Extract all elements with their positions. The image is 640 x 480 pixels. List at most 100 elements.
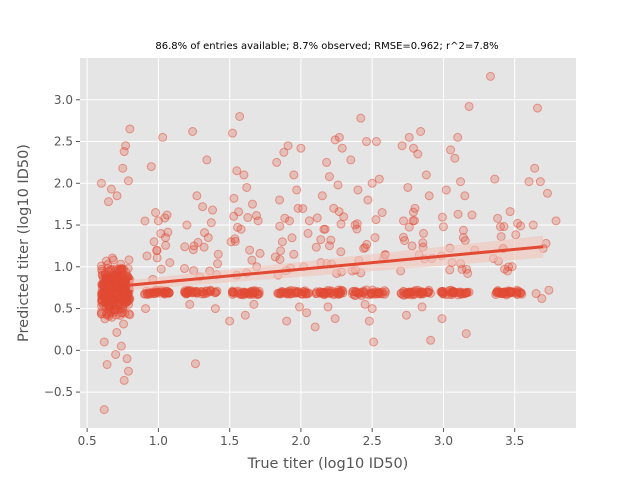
data-point [530, 163, 540, 173]
data-point [149, 237, 159, 247]
data-point [380, 286, 390, 296]
data-point [272, 157, 282, 167]
data-point [278, 287, 288, 297]
data-point [294, 302, 304, 312]
data-point [417, 287, 427, 297]
data-point [162, 288, 172, 298]
data-point [409, 290, 419, 300]
data-point [336, 247, 346, 257]
data-point [535, 177, 545, 187]
data-point [397, 141, 407, 151]
data-point [242, 182, 252, 192]
data-point [119, 264, 129, 274]
data-point [338, 288, 348, 298]
data-point [283, 141, 293, 151]
data-point [245, 245, 255, 255]
data-point [507, 262, 517, 272]
data-point [507, 287, 517, 297]
data-point [516, 221, 526, 231]
data-point [182, 220, 192, 230]
data-point [185, 299, 195, 309]
data-point [369, 337, 379, 347]
data-point [346, 155, 356, 165]
data-point [140, 216, 150, 226]
data-point [277, 237, 287, 247]
data-point [416, 126, 426, 136]
data-point [360, 299, 370, 309]
data-point [441, 185, 451, 195]
data-point [123, 264, 133, 274]
data-point [438, 222, 448, 232]
data-point [239, 170, 249, 180]
x-tick-label: 2.5 [363, 434, 382, 448]
data-point [109, 272, 119, 282]
data-point [312, 213, 322, 223]
data-point [111, 350, 121, 360]
data-point [514, 287, 524, 297]
data-point [446, 285, 456, 295]
data-point [531, 289, 541, 299]
fit-line [129, 245, 544, 287]
data-point [152, 245, 162, 255]
data-point [499, 222, 509, 232]
x-tick-label: 3.0 [434, 434, 453, 448]
data-point [123, 176, 133, 186]
data-point [276, 246, 286, 256]
data-point [163, 227, 173, 237]
data-point [453, 209, 463, 219]
data-point [235, 111, 245, 121]
data-point [302, 308, 312, 318]
data-point [490, 174, 500, 184]
data-point [370, 233, 380, 243]
data-point [551, 216, 561, 226]
data-point [210, 304, 220, 314]
data-point [190, 359, 200, 369]
data-point [251, 211, 261, 221]
data-point [99, 405, 109, 415]
data-point [106, 306, 116, 316]
data-point [211, 287, 221, 297]
data-point [152, 253, 162, 263]
data-point [112, 191, 122, 201]
data-point [310, 322, 320, 332]
x-axis-label: True titer (log10 ID50) [247, 456, 409, 472]
x-axis-ticks: 0.5 1.0 1.5 2.0 2.5 3.0 3.5 [78, 428, 524, 448]
data-point [108, 290, 118, 300]
data-point [371, 215, 381, 225]
y-axis-label: Predicted titer (log10 ID50) [16, 144, 32, 342]
data-point [119, 375, 129, 385]
data-point [417, 302, 427, 312]
data-point [250, 286, 260, 296]
data-point [123, 366, 133, 376]
data-point [413, 149, 423, 159]
data-point [114, 301, 124, 311]
data-point [119, 276, 129, 286]
data-point [229, 193, 239, 203]
data-point [445, 265, 455, 275]
data-point [426, 335, 436, 345]
data-point [188, 126, 198, 136]
data-point [101, 268, 111, 278]
data-point [458, 225, 468, 235]
data-point [321, 289, 331, 299]
data-point [293, 203, 303, 213]
data-point [112, 327, 122, 337]
data-point [108, 255, 118, 265]
data-point [367, 304, 377, 314]
data-point [122, 354, 132, 364]
data-point [146, 162, 156, 172]
data-point [377, 208, 387, 218]
data-point [199, 228, 209, 238]
data-point [542, 188, 552, 198]
data-point [282, 316, 292, 326]
data-point [99, 337, 109, 347]
regression-fit [129, 235, 544, 291]
x-tick-label: 3.5 [505, 434, 524, 448]
data-point [404, 132, 414, 142]
x-tick-label: 1.5 [220, 434, 239, 448]
data-point [485, 71, 495, 81]
data-point [528, 220, 538, 230]
data-point [355, 287, 365, 297]
data-point [279, 147, 289, 157]
data-point [453, 132, 463, 142]
